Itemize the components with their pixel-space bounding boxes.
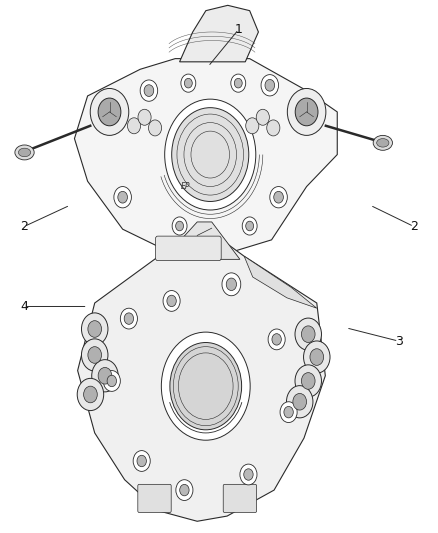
Circle shape <box>301 373 315 389</box>
Circle shape <box>301 326 315 343</box>
Circle shape <box>180 484 189 496</box>
Circle shape <box>124 313 134 324</box>
Circle shape <box>244 469 253 480</box>
Circle shape <box>98 367 112 384</box>
Circle shape <box>81 313 108 345</box>
Circle shape <box>246 118 259 134</box>
Circle shape <box>181 74 196 92</box>
Circle shape <box>242 217 257 235</box>
Circle shape <box>293 393 307 410</box>
Polygon shape <box>244 256 317 308</box>
Circle shape <box>137 455 146 467</box>
Circle shape <box>231 74 246 92</box>
Circle shape <box>98 98 121 126</box>
Circle shape <box>240 464 257 485</box>
Circle shape <box>222 273 241 296</box>
Circle shape <box>170 343 242 430</box>
FancyBboxPatch shape <box>138 484 171 513</box>
Circle shape <box>274 191 283 203</box>
Text: 3: 3 <box>395 335 403 348</box>
Circle shape <box>304 341 330 373</box>
Ellipse shape <box>373 135 392 150</box>
Circle shape <box>81 339 108 371</box>
Text: EP: EP <box>181 182 191 191</box>
Circle shape <box>234 78 242 88</box>
Circle shape <box>176 480 193 500</box>
Circle shape <box>246 221 254 231</box>
Circle shape <box>172 108 249 201</box>
Circle shape <box>256 109 269 125</box>
Circle shape <box>295 318 321 350</box>
FancyBboxPatch shape <box>155 236 221 261</box>
Text: 4: 4 <box>20 300 28 313</box>
Circle shape <box>265 79 275 91</box>
Circle shape <box>267 120 280 136</box>
Circle shape <box>261 75 279 96</box>
Circle shape <box>167 295 176 306</box>
Circle shape <box>144 85 154 96</box>
Circle shape <box>284 407 293 418</box>
Circle shape <box>103 370 120 391</box>
Circle shape <box>295 365 321 397</box>
Circle shape <box>287 88 326 135</box>
Circle shape <box>310 349 324 366</box>
Circle shape <box>84 386 97 403</box>
Circle shape <box>88 346 102 364</box>
Circle shape <box>176 221 184 231</box>
Polygon shape <box>180 5 258 62</box>
Circle shape <box>286 386 313 418</box>
Circle shape <box>138 109 151 125</box>
Circle shape <box>280 402 297 423</box>
Circle shape <box>92 360 118 392</box>
Circle shape <box>165 99 256 210</box>
Ellipse shape <box>15 145 34 160</box>
Polygon shape <box>78 225 325 521</box>
Polygon shape <box>74 59 337 256</box>
Text: 1: 1 <box>235 23 243 36</box>
Circle shape <box>163 290 180 311</box>
Circle shape <box>90 88 129 135</box>
Circle shape <box>270 187 287 208</box>
Polygon shape <box>163 222 240 260</box>
Text: 2: 2 <box>20 220 28 233</box>
Circle shape <box>88 321 102 337</box>
Circle shape <box>133 450 150 471</box>
Circle shape <box>107 375 117 386</box>
Circle shape <box>114 187 131 208</box>
Circle shape <box>127 118 141 134</box>
Circle shape <box>148 120 162 136</box>
Circle shape <box>268 329 285 350</box>
Circle shape <box>120 308 138 329</box>
Ellipse shape <box>18 148 31 157</box>
Circle shape <box>295 98 318 126</box>
Text: 2: 2 <box>410 220 418 233</box>
Circle shape <box>172 217 187 235</box>
Circle shape <box>161 332 250 440</box>
Circle shape <box>272 334 281 345</box>
Circle shape <box>140 80 158 101</box>
FancyBboxPatch shape <box>223 484 257 513</box>
Ellipse shape <box>377 139 389 147</box>
Circle shape <box>118 191 127 203</box>
Circle shape <box>226 278 237 290</box>
Circle shape <box>77 378 104 410</box>
Circle shape <box>184 78 192 88</box>
